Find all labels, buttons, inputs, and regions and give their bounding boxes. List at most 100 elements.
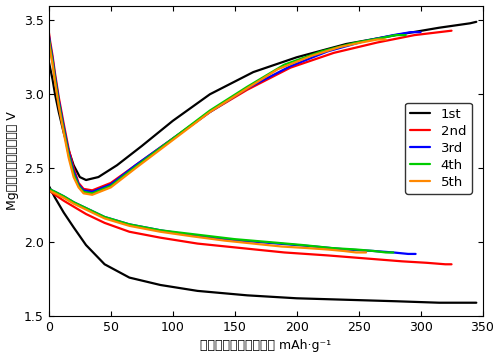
3rd	[60, 125, 66, 129]
4th	[393, 33, 399, 37]
3rd	[46, 33, 52, 37]
4th	[207, 108, 213, 113]
3rd	[70, 169, 76, 173]
3rd	[418, 30, 424, 34]
2nd	[448, 29, 454, 33]
1st	[83, 178, 89, 182]
5th	[170, 138, 176, 142]
4th	[80, 190, 86, 194]
Line: 1st: 1st	[49, 22, 476, 180]
1st	[96, 175, 102, 179]
2nd	[46, 30, 52, 34]
4th	[378, 36, 384, 40]
Line: 2nd: 2nd	[49, 31, 452, 190]
1st	[139, 144, 145, 148]
1st	[46, 59, 52, 64]
X-axis label: 重量あたり容量密度／ mAh·g⁻¹: 重量あたり容量密度／ mAh·g⁻¹	[200, 339, 331, 352]
1st	[343, 42, 349, 46]
3rd	[56, 98, 62, 102]
4th	[318, 49, 324, 54]
1st	[294, 55, 300, 59]
5th	[244, 86, 250, 91]
4th	[244, 85, 250, 89]
1st	[436, 25, 442, 30]
1st	[56, 110, 62, 114]
5th	[108, 185, 114, 189]
4th	[56, 101, 62, 105]
3rd	[244, 86, 250, 91]
2nd	[436, 30, 442, 34]
5th	[383, 38, 389, 42]
Line: 4th: 4th	[49, 35, 406, 193]
3rd	[76, 182, 82, 187]
4th	[46, 36, 52, 40]
3rd	[108, 182, 114, 187]
4th	[60, 127, 66, 132]
2nd	[80, 187, 86, 191]
2nd	[207, 110, 213, 114]
2nd	[170, 136, 176, 141]
2nd	[108, 181, 114, 185]
3rd	[324, 49, 330, 54]
4th	[52, 77, 58, 82]
2nd	[331, 51, 337, 55]
3rd	[89, 190, 95, 194]
1st	[114, 163, 120, 168]
1st	[70, 163, 76, 168]
5th	[50, 63, 56, 67]
2nd	[288, 66, 294, 70]
1st	[47, 66, 53, 70]
4th	[76, 184, 82, 188]
3rd	[47, 42, 53, 46]
1st	[66, 148, 71, 153]
4th	[353, 40, 359, 45]
1st	[207, 92, 213, 96]
2nd	[47, 39, 53, 43]
1st	[474, 20, 480, 24]
1st	[467, 21, 473, 25]
1st	[250, 70, 256, 74]
2nd	[76, 181, 82, 185]
2nd	[89, 188, 95, 193]
2nd	[60, 122, 66, 126]
5th	[132, 166, 138, 170]
5th	[52, 80, 58, 84]
5th	[358, 40, 364, 45]
Legend: 1st, 2nd, 3rd, 4th, 5th: 1st, 2nd, 3rd, 4th, 5th	[405, 103, 471, 194]
3rd	[66, 150, 71, 154]
5th	[46, 39, 52, 43]
5th	[47, 48, 53, 52]
Line: 3rd: 3rd	[49, 32, 420, 192]
5th	[76, 185, 82, 189]
2nd	[412, 33, 418, 37]
5th	[374, 38, 380, 42]
Line: 5th: 5th	[49, 40, 386, 195]
5th	[60, 131, 66, 135]
1st	[77, 175, 83, 179]
1st	[60, 131, 66, 135]
3rd	[50, 57, 56, 61]
3rd	[408, 30, 414, 34]
4th	[66, 153, 71, 157]
4th	[89, 191, 95, 195]
2nd	[374, 40, 380, 45]
3rd	[170, 136, 176, 141]
3rd	[52, 74, 58, 79]
1st	[393, 33, 399, 37]
3rd	[362, 39, 368, 43]
3rd	[288, 64, 294, 68]
2nd	[66, 147, 71, 151]
5th	[337, 45, 343, 49]
5th	[89, 193, 95, 197]
4th	[70, 172, 76, 176]
5th	[275, 67, 281, 71]
4th	[170, 136, 176, 141]
3rd	[207, 110, 213, 114]
5th	[80, 191, 86, 195]
2nd	[56, 95, 62, 100]
4th	[47, 45, 53, 49]
4th	[50, 59, 56, 64]
5th	[70, 175, 76, 179]
1st	[52, 92, 58, 96]
3rd	[80, 188, 86, 193]
